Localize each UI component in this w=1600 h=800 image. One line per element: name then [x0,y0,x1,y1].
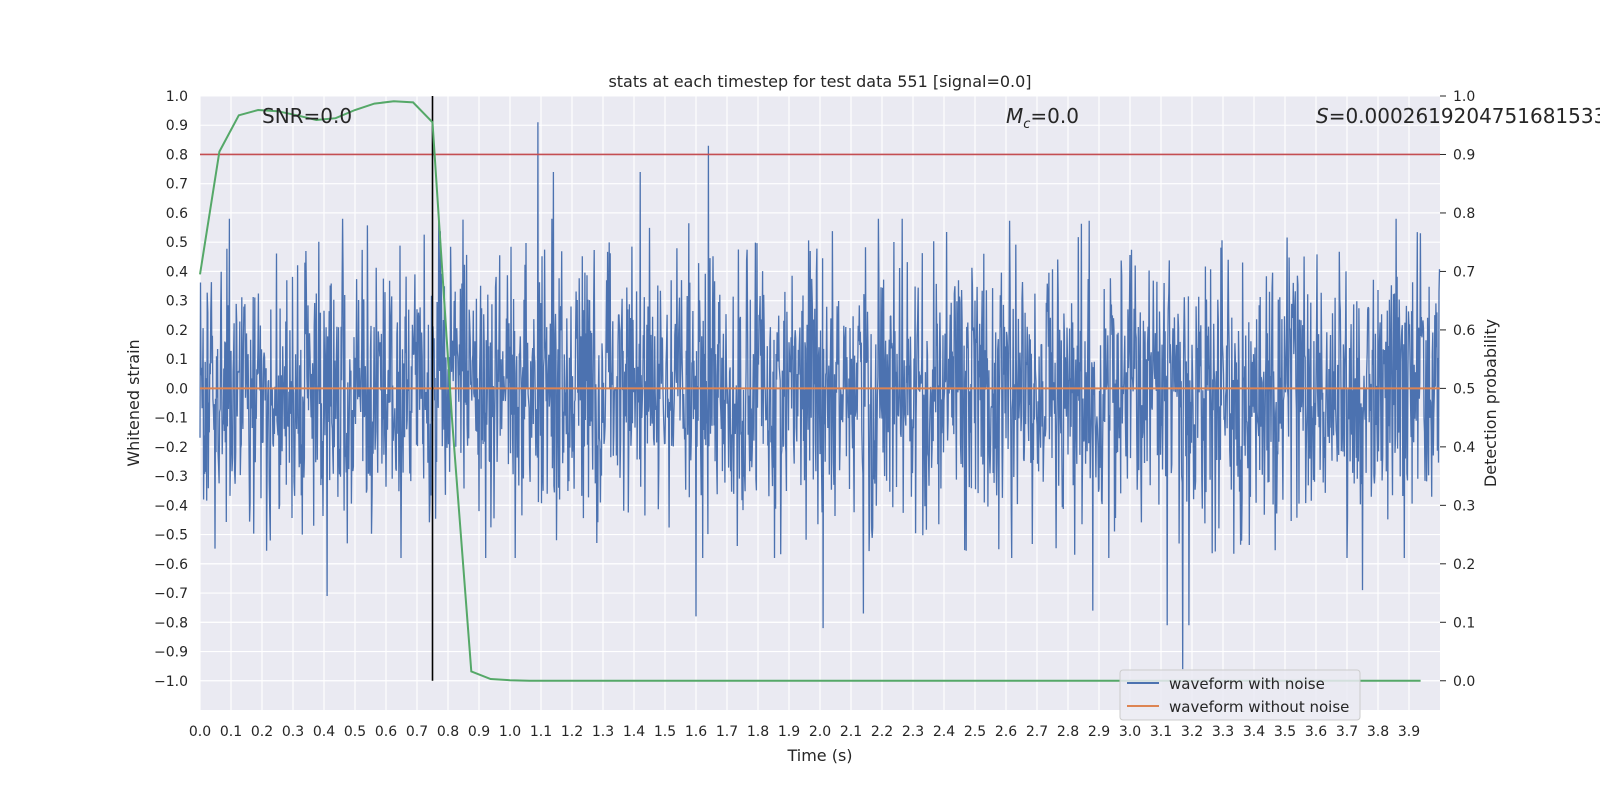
x-tick-label: 3.6 [1305,724,1327,740]
y-tick-label: −0.4 [154,498,188,514]
y-tick-label: −0.7 [154,586,188,602]
x-tick-label: 0.4 [313,724,335,740]
y2-axis-label: Detection probability [1481,319,1500,487]
x-tick-label: 2.4 [933,724,955,740]
snr-annotation: SNR=0.0 [262,104,352,128]
legend: waveform with noise waveform without noi… [1119,669,1361,721]
mc-symbol: M [1006,104,1023,128]
legend-label-clean: waveform without noise [1169,698,1349,716]
y-axis-ticks: −1.0 −0.9 −0.8 −0.7 −0.6 −0.5 −0.4 −0.3 −0.2 −0.1… [154,89,188,690]
y-tick-label: 0.7 [166,177,188,193]
y-tick-label: −0.1 [154,411,188,427]
x-tick-label: 3.5 [1274,724,1296,740]
y2-tick-label: 1.0 [1453,89,1475,105]
x-tick-label: 0.5 [344,724,366,740]
x-tick-label: 2.2 [871,724,893,740]
y-tick-label: −0.8 [154,615,188,631]
x-tick-label: 3.3 [1212,724,1234,740]
x-tick-label: 0.7 [406,724,428,740]
y-tick-label: −1.0 [154,674,188,690]
y-tick-label: −0.9 [154,645,188,661]
y2-tick-label: 0.0 [1453,674,1475,690]
x-tick-label: 3.2 [1181,724,1203,740]
x-tick-label: 1.9 [778,724,800,740]
x-tick-label: 0.8 [437,724,459,740]
x-axis-ticks: 0.0 0.1 0.2 0.3 0.4 0.5 0.6 0.7 0.8 0.9 1.0 1.1 1.2 1… [189,724,1420,740]
s-symbol: S [1316,104,1329,128]
x-tick-label: 3.9 [1398,724,1420,740]
noisy-waveform-trace [199,122,1441,670]
s-annotation: S=0.0002619204751681533 [1316,104,1600,128]
y-tick-label: −0.3 [154,469,188,485]
y2-tick-label: 0.7 [1453,264,1475,280]
x-tick-label: 2.1 [840,724,862,740]
y2-tick-label: 0.4 [1453,440,1475,456]
x-axis-label: Time (s) [786,746,852,765]
y-tick-label: −0.2 [154,440,188,456]
y-tick-label: 0.9 [166,118,188,134]
y-tick-label: 0.0 [166,381,188,397]
x-tick-label: 3.1 [1150,724,1172,740]
y-tick-label: 0.1 [166,352,188,368]
x-tick-label: 1.7 [716,724,738,740]
x-tick-label: 2.8 [1057,724,1079,740]
y2-axis-ticks: 0.0 0.1 0.2 0.3 0.4 0.5 0.6 0.7 0.8 0.9 1.0 [1440,89,1475,690]
x-tick-label: 3.7 [1336,724,1358,740]
y2-tick-label: 0.9 [1453,147,1475,163]
y-tick-label: −0.5 [154,528,188,544]
y2-tick-label: 0.1 [1453,615,1475,631]
x-tick-label: 0.2 [251,724,273,740]
x-tick-label: 2.3 [902,724,924,740]
x-tick-label: 0.1 [220,724,242,740]
detection-probability-line [199,100,1421,682]
x-tick-label: 2.0 [809,724,831,740]
x-tick-label: 1.0 [499,724,521,740]
y-tick-label: 0.3 [166,294,188,310]
x-tick-label: 1.8 [747,724,769,740]
y-tick-label: 0.2 [166,323,188,339]
y-tick-label: 0.5 [166,235,188,251]
x-tick-label: 3.0 [1119,724,1141,740]
x-tick-label: 0.0 [189,724,211,740]
x-tick-label: 1.1 [530,724,552,740]
s-value: =0.0002619204751681533 [1329,104,1600,128]
x-tick-label: 1.3 [592,724,614,740]
y-tick-label: 0.4 [166,264,188,280]
y2-tick-label: 0.6 [1453,323,1475,339]
x-tick-label: 2.9 [1088,724,1110,740]
x-tick-label: 3.4 [1243,724,1265,740]
chart-title: stats at each timestep for test data 551… [608,72,1031,91]
x-tick-label: 1.4 [623,724,645,740]
y-tick-label: 1.0 [166,89,188,105]
y-axis-label: Whitened strain [124,339,143,466]
y-tick-label: 0.8 [166,147,188,163]
x-tick-label: 2.6 [995,724,1017,740]
x-tick-label: 0.9 [468,724,490,740]
legend-box [1119,669,1361,721]
y-tick-label: 0.6 [166,206,188,222]
y2-tick-label: 0.2 [1453,557,1475,573]
noisy-waveform-series [199,122,1441,670]
y2-tick-label: 0.8 [1453,206,1475,222]
x-tick-label: 2.7 [1026,724,1048,740]
x-tick-label: 1.6 [685,724,707,740]
x-tick-label: 0.6 [375,724,397,740]
legend-label-noisy: waveform with noise [1169,675,1325,693]
x-tick-label: 3.8 [1367,724,1389,740]
mc-subscript: c [1023,117,1030,132]
mc-annotation: Mc=0.0 [1006,104,1079,132]
x-tick-label: 1.5 [654,724,676,740]
y2-tick-label: 0.5 [1453,381,1475,397]
x-tick-label: 2.5 [964,724,986,740]
x-tick-label: 0.3 [282,724,304,740]
mc-value: =0.0 [1030,104,1079,128]
x-tick-label: 1.2 [561,724,583,740]
y-tick-label: −0.6 [154,557,188,573]
y2-tick-label: 0.3 [1453,498,1475,514]
